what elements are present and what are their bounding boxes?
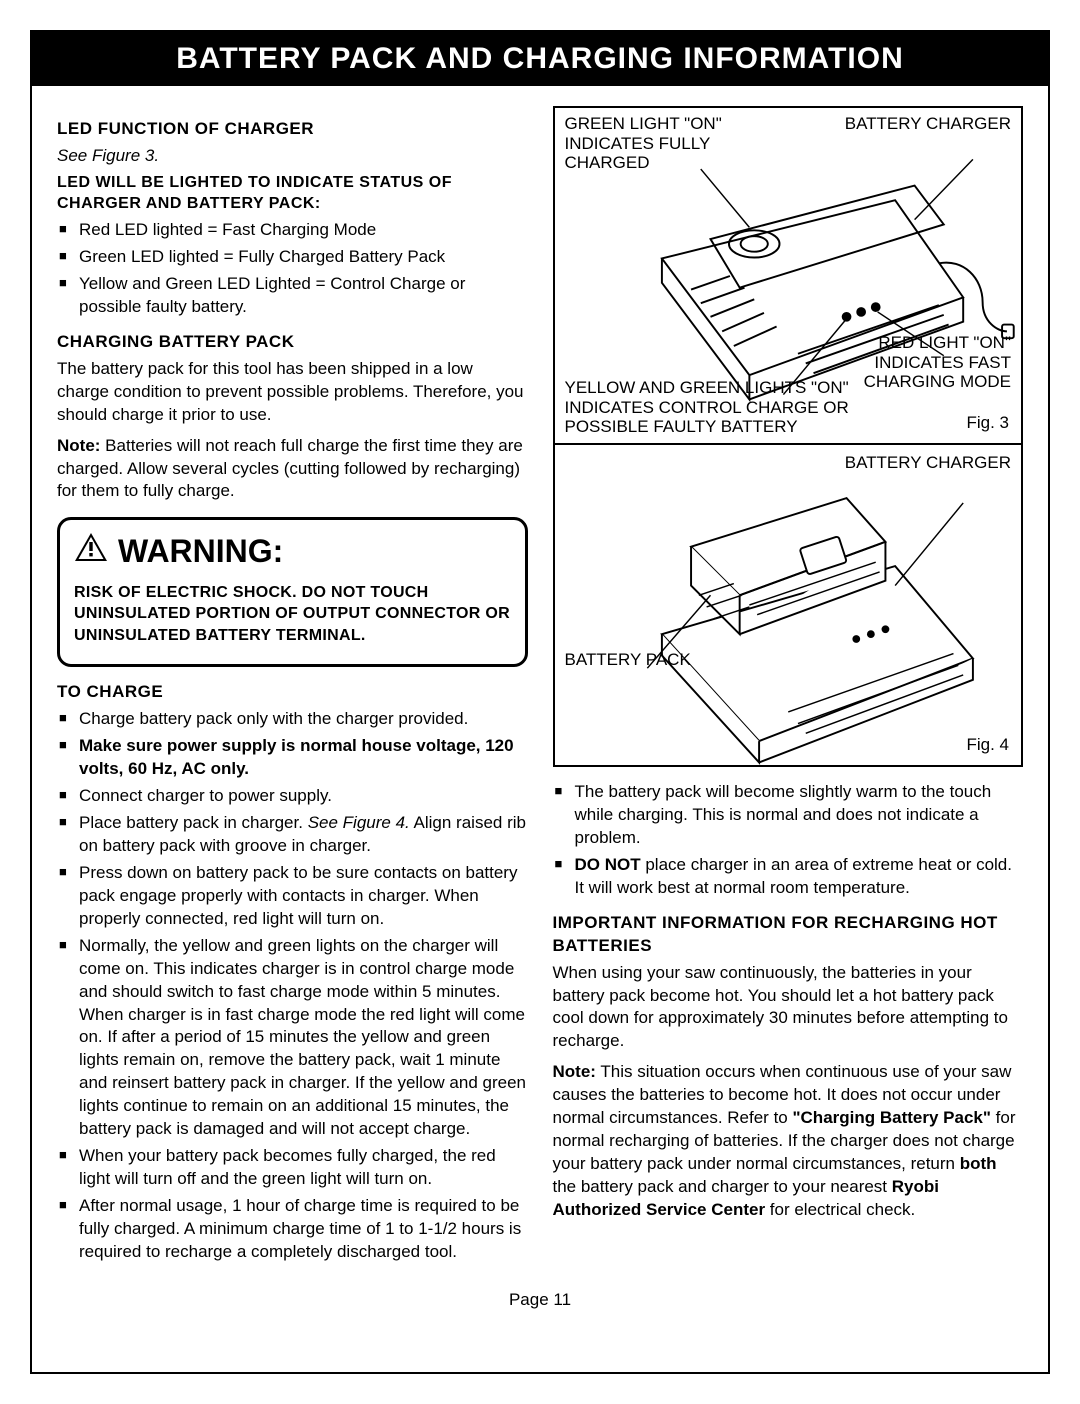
note-label: Note: bbox=[57, 436, 100, 455]
fig4-pack-label: BATTERY PACK bbox=[565, 650, 691, 670]
two-column-layout: LED FUNCTION OF CHARGER See Figure 3. LE… bbox=[32, 106, 1048, 1272]
fig4-charger-label: BATTERY CHARGER bbox=[845, 453, 1011, 473]
list-item: When your battery pack becomes fully cha… bbox=[57, 1145, 528, 1191]
hot-p2: Note: This situation occurs when continu… bbox=[553, 1061, 1024, 1222]
bold-text: "Charging Battery Pack" bbox=[792, 1108, 990, 1127]
text: place charger in an area of extreme heat… bbox=[575, 855, 1013, 897]
fig3-red-label: RED LIGHT "ON" INDICATES FAST CHARGING M… bbox=[851, 333, 1011, 392]
warning-title: WARNING: bbox=[74, 530, 511, 573]
heading-to-charge: TO CHARGE bbox=[57, 681, 528, 704]
list-item: Place battery pack in charger. See Figur… bbox=[57, 812, 528, 858]
heading-led-function: LED FUNCTION OF CHARGER bbox=[57, 118, 528, 141]
italic-ref: See Figure 4. bbox=[308, 813, 410, 832]
led-status-list: Red LED lighted = Fast Charging Mode Gre… bbox=[57, 219, 528, 319]
fig3-green-label: GREEN LIGHT "ON" INDICATES FULLY CHARGED bbox=[565, 114, 755, 173]
list-item: Charge battery pack only with the charge… bbox=[57, 708, 528, 731]
bold-text: both bbox=[960, 1154, 997, 1173]
list-item: Green LED lighted = Fully Charged Batter… bbox=[57, 246, 528, 269]
hot-p1: When using your saw continuously, the ba… bbox=[553, 962, 1024, 1054]
note-label: Note: bbox=[553, 1062, 596, 1081]
list-item: Normally, the yellow and green lights on… bbox=[57, 935, 528, 1141]
fig3-charger-label: BATTERY CHARGER bbox=[845, 114, 1011, 134]
page-number: Page 11 bbox=[32, 1290, 1048, 1310]
figure-4-illustration bbox=[555, 445, 1022, 765]
led-subheading: LED WILL BE LIGHTED TO INDICATE STATUS O… bbox=[57, 172, 528, 215]
list-item: Red LED lighted = Fast Charging Mode bbox=[57, 219, 528, 242]
warning-box: WARNING: RISK OF ELECTRIC SHOCK. DO NOT … bbox=[57, 517, 528, 667]
figure-4-box: BATTERY CHARGER BATTERY PACK Fig. 4 bbox=[553, 443, 1024, 767]
right-column: GREEN LIGHT "ON" INDICATES FULLY CHARGED… bbox=[553, 106, 1024, 1272]
left-column: LED FUNCTION OF CHARGER See Figure 3. LE… bbox=[57, 106, 528, 1272]
figure-3-box: GREEN LIGHT "ON" INDICATES FULLY CHARGED… bbox=[553, 106, 1024, 445]
list-item: After normal usage, 1 hour of charge tim… bbox=[57, 1195, 528, 1264]
list-item: Press down on battery pack to be sure co… bbox=[57, 862, 528, 931]
page-frame: BATTERY PACK AND CHARGING INFORMATION LE… bbox=[30, 30, 1050, 1374]
list-item: DO NOT place charger in an area of extre… bbox=[553, 854, 1024, 900]
fig4-caption: Fig. 4 bbox=[966, 734, 1009, 757]
bold-text: Make sure power supply is normal house v… bbox=[79, 736, 514, 778]
warning-label: WARNING: bbox=[118, 530, 283, 573]
fig3-yellow-label: YELLOW AND GREEN LIGHTS "ON" INDICATES C… bbox=[565, 378, 855, 437]
list-item: Make sure power supply is normal house v… bbox=[57, 735, 528, 781]
list-item: Connect charger to power supply. bbox=[57, 785, 528, 808]
section-banner: BATTERY PACK AND CHARGING INFORMATION bbox=[32, 32, 1048, 86]
text: the battery pack and charger to your nea… bbox=[553, 1177, 892, 1196]
see-figure-ref: See Figure 3. bbox=[57, 145, 528, 168]
list-item: The battery pack will become slightly wa… bbox=[553, 781, 1024, 850]
bold-text: DO NOT bbox=[575, 855, 641, 874]
text: for electrical check. bbox=[765, 1200, 915, 1219]
warning-body: RISK OF ELECTRIC SHOCK. DO NOT TOUCH UNI… bbox=[74, 582, 511, 647]
text: Place battery pack in charger. bbox=[79, 813, 308, 832]
continued-list: The battery pack will become slightly wa… bbox=[553, 781, 1024, 900]
charging-intro: The battery pack for this tool has been … bbox=[57, 358, 528, 427]
warning-icon bbox=[74, 530, 108, 573]
charging-note: Note: Batteries will not reach full char… bbox=[57, 435, 528, 504]
heading-charging-pack: CHARGING BATTERY PACK bbox=[57, 331, 528, 354]
note-text: Batteries will not reach full charge the… bbox=[57, 436, 523, 501]
list-item: Yellow and Green LED Lighted = Control C… bbox=[57, 273, 528, 319]
fig3-caption: Fig. 3 bbox=[966, 412, 1009, 435]
heading-hot-batteries: IMPORTANT INFORMATION FOR RECHARGING HOT… bbox=[553, 912, 1024, 958]
to-charge-list: Charge battery pack only with the charge… bbox=[57, 708, 528, 1264]
